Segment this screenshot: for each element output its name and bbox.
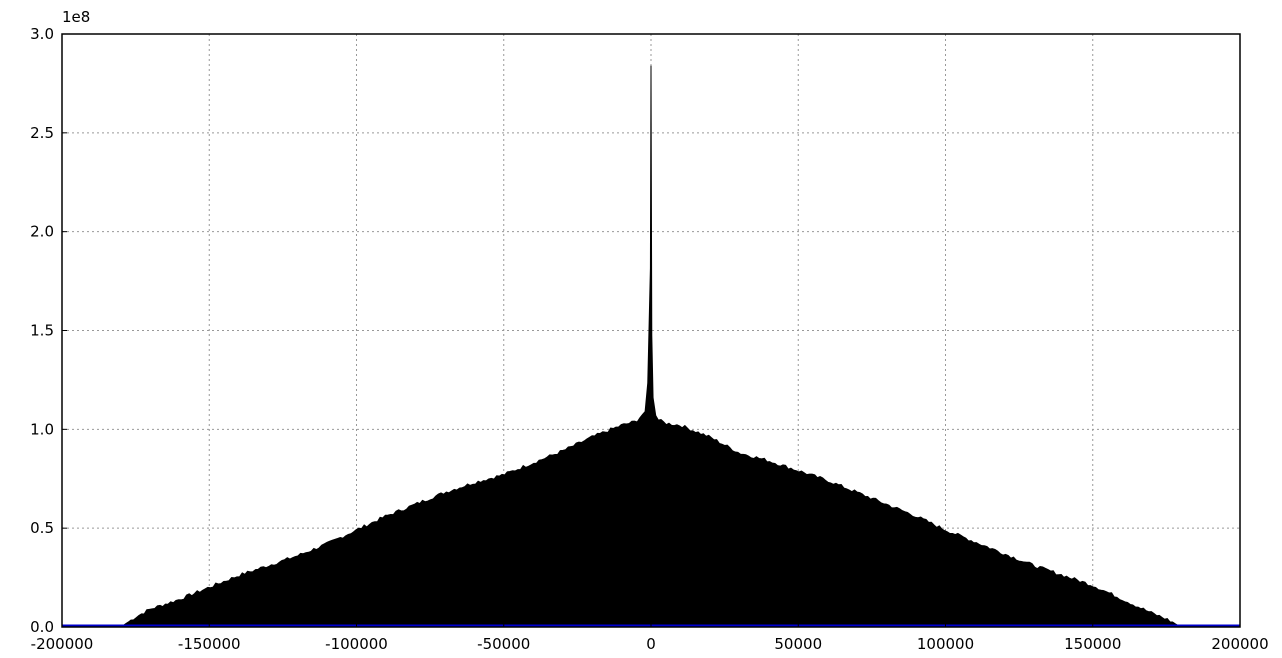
- x-tick-label: -50000: [477, 635, 530, 653]
- x-tick-label: 100000: [917, 635, 974, 653]
- y-tick-label: 3.0: [30, 25, 54, 43]
- x-tick-label: 200000: [1211, 635, 1268, 653]
- y-tick-label: 1.5: [30, 322, 54, 340]
- y-tick-label: 0.5: [30, 519, 54, 537]
- y-tick-label: 0.0: [30, 618, 54, 636]
- x-tick-label: -150000: [178, 635, 241, 653]
- distribution-area: [62, 65, 1240, 628]
- x-tick-label: 50000: [774, 635, 822, 653]
- y-axis-ticks: 0.0 0.5 1.0 1.5 2.0 2.5 3.0: [30, 25, 67, 636]
- y-tick-label: 2.5: [30, 124, 54, 142]
- x-axis-ticks: -200000 -150000 -100000 -50000 0 50000 100000 1…: [31, 622, 1269, 653]
- x-tick-label: 150000: [1064, 635, 1121, 653]
- y-tick-label: 2.0: [30, 223, 54, 241]
- y-tick-label: 1.0: [30, 420, 54, 438]
- x-tick-label: -100000: [325, 635, 388, 653]
- y-scale-offset-label: 1e8: [62, 8, 90, 26]
- x-tick-label: -200000: [31, 635, 94, 653]
- x-tick-label: 0: [646, 635, 656, 653]
